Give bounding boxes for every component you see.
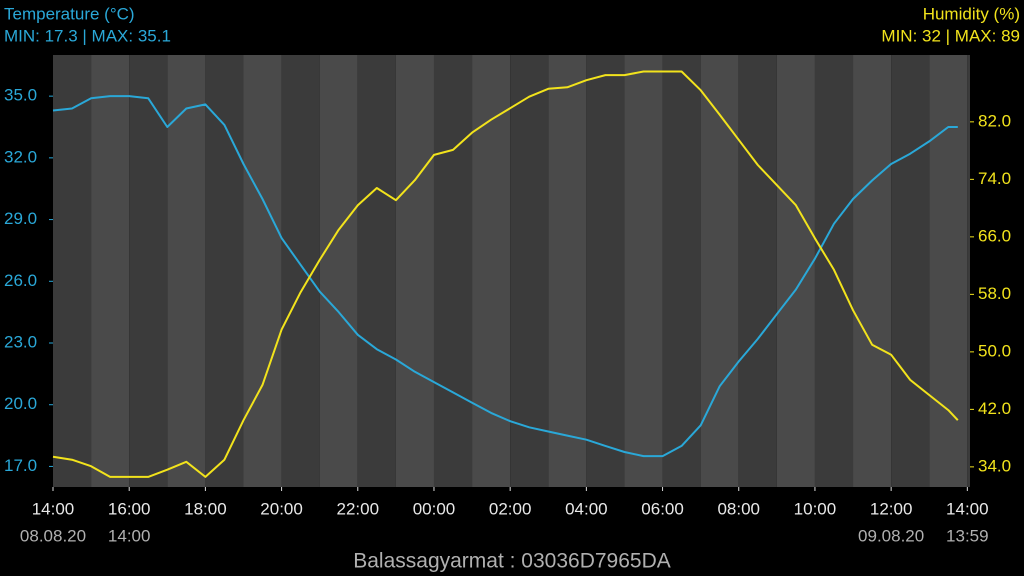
x-tick-label: 12:00	[870, 499, 913, 518]
stripe	[319, 55, 358, 487]
y2-tick-label: 66.0	[978, 226, 1011, 245]
y-tick-label: 32.0	[4, 147, 37, 166]
footer: Balassagyarmat : 03036D7965DA	[353, 550, 671, 573]
stripe	[662, 55, 701, 487]
x-sublabel: 09.08.20	[858, 526, 924, 545]
y-tick-label: 29.0	[4, 209, 37, 228]
x-sublabel: 13:59	[946, 526, 989, 545]
stripe	[91, 55, 130, 487]
x-tick-label: 22:00	[337, 499, 380, 518]
x-tick-label: 00:00	[413, 499, 456, 518]
stripe	[167, 55, 206, 487]
stripe	[738, 55, 777, 487]
stripe	[129, 55, 168, 487]
y-tick-label: 20.0	[4, 394, 37, 413]
stripe	[472, 55, 511, 487]
y-tick-label: 26.0	[4, 271, 37, 290]
y2-tick-label: 34.0	[978, 456, 1011, 475]
y-tick-label: 17.0	[4, 456, 37, 475]
stripe	[700, 55, 739, 487]
stripe	[624, 55, 663, 487]
stripe	[53, 55, 92, 487]
y2-tick-label: 42.0	[978, 399, 1011, 418]
x-tick-label: 16:00	[108, 499, 151, 518]
x-tick-label: 14:00	[32, 499, 75, 518]
x-tick-label: 02:00	[489, 499, 532, 518]
stripe	[891, 55, 930, 487]
stripe	[205, 55, 244, 487]
x-sublabel: 08.08.20	[20, 526, 86, 545]
x-sublabel: 14:00	[108, 526, 151, 545]
y-tick-label: 35.0	[4, 86, 37, 105]
y2-tick-label: 58.0	[978, 284, 1011, 303]
stripe	[776, 55, 815, 487]
y-tick-label: 23.0	[4, 332, 37, 351]
y2-tick-label: 50.0	[978, 341, 1011, 360]
chart-subtitle: MIN: 17.3 | MAX: 35.1	[4, 26, 171, 45]
x-tick-label: 04:00	[565, 499, 608, 518]
stripe	[433, 55, 473, 487]
stripe	[853, 55, 892, 487]
x-tick-label: 10:00	[794, 499, 837, 518]
stripe	[586, 55, 625, 487]
x-tick-label: 20:00	[260, 499, 303, 518]
y2-subtitle: MIN: 32 | MAX: 89	[881, 26, 1020, 45]
stripe	[243, 55, 282, 487]
y2-tick-label: 82.0	[978, 111, 1011, 130]
x-tick-label: 18:00	[184, 499, 227, 518]
series-line	[52, 70, 959, 478]
x-tick-label: 08:00	[717, 499, 760, 518]
plot-stripes	[53, 55, 970, 487]
stripe	[967, 55, 970, 487]
stripe	[510, 55, 549, 487]
stripe	[357, 55, 396, 487]
stripe	[548, 55, 587, 487]
series-line	[52, 95, 958, 458]
y2-tick-label: 74.0	[978, 169, 1011, 188]
stripe	[929, 55, 968, 487]
x-tick-label: 14:00	[946, 499, 989, 518]
x-tick-label: 06:00	[641, 499, 684, 518]
chart-title: Temperature (°C)	[4, 4, 135, 23]
y2-title: Humidity (%)	[923, 4, 1020, 23]
stripe	[395, 55, 434, 487]
